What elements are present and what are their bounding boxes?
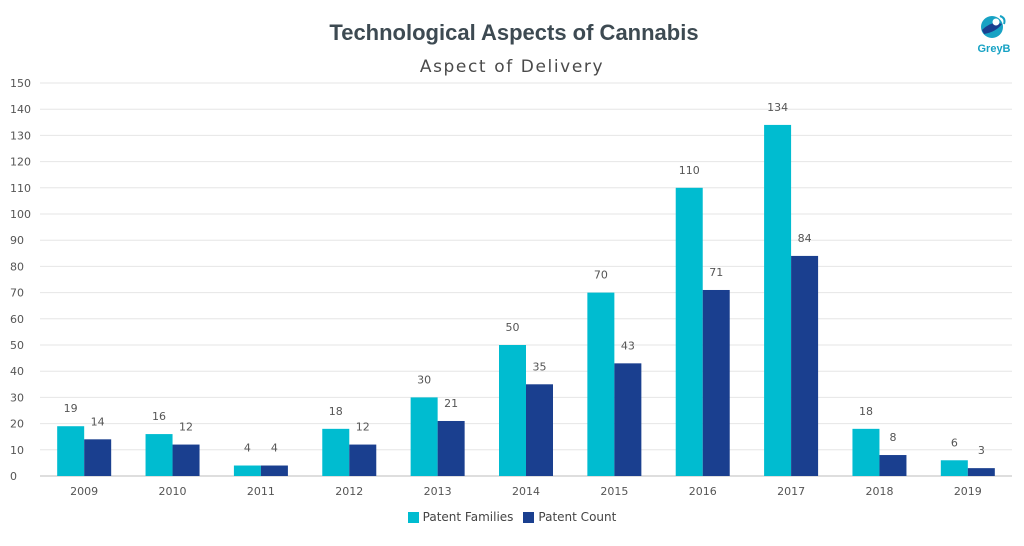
x-tick-label: 2012 bbox=[335, 485, 363, 498]
bar-patent-families[interactable] bbox=[57, 426, 85, 476]
legend-item-patent-count[interactable]: Patent Count bbox=[523, 510, 616, 524]
legend-label-patent-count: Patent Count bbox=[538, 510, 617, 524]
bar-patent-count[interactable] bbox=[614, 363, 642, 476]
data-label-patent-count: 21 bbox=[444, 397, 458, 410]
x-tick-label: 2015 bbox=[600, 485, 628, 498]
y-tick-label: 90 bbox=[10, 234, 24, 247]
data-labels: 19 14 16 12 4 4 18 12 30 21 50 35 70 43 110 71 134 84 18 8 6… bbox=[64, 101, 985, 457]
y-tick-label: 0 bbox=[10, 470, 17, 483]
bar-patent-count[interactable] bbox=[702, 289, 730, 476]
data-label-patent-families: 16 bbox=[152, 410, 166, 423]
bar-patent-families[interactable] bbox=[322, 428, 350, 476]
bar-patent-count[interactable] bbox=[349, 444, 377, 476]
x-tick-label: 2010 bbox=[159, 485, 187, 498]
y-tick-label: 80 bbox=[10, 260, 24, 273]
data-label-patent-families: 19 bbox=[64, 402, 78, 415]
bar-patent-count[interactable] bbox=[84, 439, 112, 476]
bars bbox=[57, 124, 995, 477]
y-tick-label: 30 bbox=[10, 391, 24, 404]
data-label-patent-families: 70 bbox=[594, 269, 608, 282]
y-tick-label: 100 bbox=[10, 208, 31, 221]
y-tick-label: 60 bbox=[10, 313, 24, 326]
y-tick-label: 10 bbox=[10, 444, 24, 457]
bar-patent-families[interactable] bbox=[852, 428, 880, 476]
bar-patent-families[interactable] bbox=[410, 397, 438, 476]
bar-patent-count[interactable] bbox=[437, 420, 465, 476]
bar-patent-count[interactable] bbox=[172, 444, 200, 476]
y-tick-label: 40 bbox=[10, 365, 24, 378]
y-tick-label: 120 bbox=[10, 156, 31, 169]
x-tick-label: 2013 bbox=[424, 485, 452, 498]
chart-title: Technological Aspects of Cannabis bbox=[329, 20, 699, 45]
bar-patent-count[interactable] bbox=[526, 384, 553, 476]
legend-item-patent-families[interactable]: Patent Families bbox=[407, 510, 514, 524]
data-label-patent-families: 18 bbox=[859, 405, 873, 418]
bar-patent-count[interactable] bbox=[791, 255, 819, 476]
data-label-patent-count: 71 bbox=[709, 266, 723, 279]
bar-patent-families[interactable] bbox=[764, 124, 792, 477]
x-axis-ticks: 2009 2010 2011 2012 2013 2014 2015 2016 2017 2018… bbox=[70, 485, 982, 498]
x-tick-label: 2018 bbox=[865, 485, 893, 498]
data-label-patent-count: 43 bbox=[621, 339, 635, 352]
x-tick-label: 2011 bbox=[247, 485, 275, 498]
bar-patent-families[interactable] bbox=[233, 465, 261, 476]
data-label-patent-count: 14 bbox=[91, 415, 105, 428]
y-axis-ticks: 0 10 20 30 40 50 60 70 80 90 100 110 120 130 140 150 bbox=[10, 77, 31, 483]
greyb-logo-icon bbox=[981, 15, 1006, 38]
x-tick-label: 2009 bbox=[70, 485, 98, 498]
y-tick-label: 20 bbox=[10, 418, 24, 431]
y-tick-label: 130 bbox=[10, 129, 31, 142]
x-tick-label: 2014 bbox=[512, 485, 540, 498]
y-tick-label: 110 bbox=[10, 182, 31, 195]
x-tick-label: 2019 bbox=[954, 485, 982, 498]
data-label-patent-families: 30 bbox=[417, 373, 431, 386]
bar-patent-families[interactable] bbox=[940, 460, 968, 476]
chart-subtitle: Aspect of Delivery bbox=[419, 57, 605, 77]
bar-patent-families[interactable] bbox=[675, 187, 703, 477]
data-label-patent-count: 8 bbox=[889, 431, 896, 444]
legend-swatch-patent-count bbox=[523, 511, 535, 523]
logo-text: GreyB bbox=[977, 43, 1011, 55]
data-label-patent-count: 3 bbox=[978, 444, 985, 457]
y-tick-label: 140 bbox=[10, 103, 31, 116]
data-label-patent-families: 6 bbox=[951, 436, 958, 449]
legend-label-patent-families: Patent Families bbox=[422, 510, 514, 524]
data-label-patent-families: 18 bbox=[329, 405, 343, 418]
bar-patent-families[interactable] bbox=[587, 292, 615, 476]
data-label-patent-count: 84 bbox=[798, 232, 812, 245]
data-label-patent-families: 50 bbox=[506, 321, 520, 334]
gridlines bbox=[40, 82, 1012, 477]
legend: Patent Families Patent Count bbox=[0, 510, 1024, 524]
legend-swatch-patent-families bbox=[407, 511, 419, 523]
greyb-logo: GreyB bbox=[972, 12, 1016, 64]
data-label-patent-families: 4 bbox=[244, 442, 251, 455]
data-label-patent-count: 4 bbox=[271, 442, 278, 455]
data-label-patent-count: 35 bbox=[533, 360, 547, 373]
x-tick-label: 2017 bbox=[777, 485, 805, 498]
y-tick-label: 150 bbox=[10, 77, 31, 90]
data-label-patent-families: 134 bbox=[767, 101, 788, 114]
bar-patent-families[interactable] bbox=[145, 434, 173, 476]
x-tick-label: 2016 bbox=[689, 485, 717, 498]
y-tick-label: 70 bbox=[10, 287, 24, 300]
data-label-patent-count: 12 bbox=[356, 421, 370, 434]
bar-patent-count[interactable] bbox=[967, 468, 995, 476]
bar-patent-count[interactable] bbox=[260, 465, 288, 476]
y-tick-label: 50 bbox=[10, 339, 24, 352]
bar-patent-count[interactable] bbox=[879, 455, 907, 476]
data-label-patent-count: 12 bbox=[179, 421, 193, 434]
data-label-patent-families: 110 bbox=[679, 164, 700, 177]
bar-patent-families[interactable] bbox=[499, 345, 526, 476]
